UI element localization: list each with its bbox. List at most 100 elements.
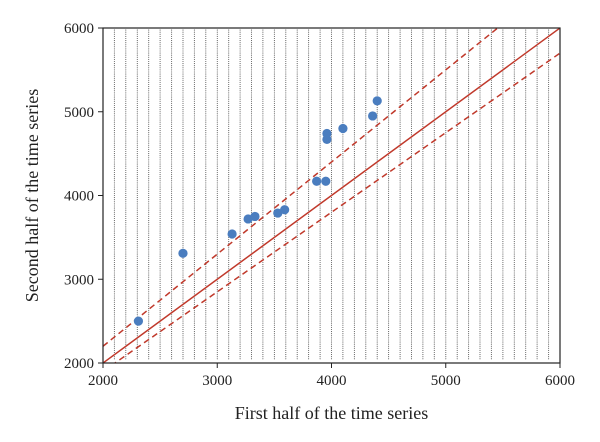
grid-dot	[456, 236, 458, 238]
grid-dot	[456, 291, 458, 293]
grid-dot	[125, 134, 127, 136]
grid-dot	[399, 81, 401, 83]
grid-dot	[228, 303, 230, 305]
grid-dot	[319, 331, 321, 333]
grid-dot	[376, 305, 378, 308]
grid-dot	[330, 207, 333, 209]
grid-dot	[456, 35, 458, 37]
grid-dot	[159, 44, 161, 46]
grid-dot	[388, 123, 390, 125]
grid-dot	[376, 201, 378, 203]
grid-dot	[193, 293, 195, 295]
grid-dot	[182, 96, 184, 98]
grid-dot	[456, 44, 458, 46]
grid-dot	[445, 333, 447, 335]
grid-dot	[250, 163, 253, 165]
grid-dot	[388, 351, 390, 354]
grid-dot	[468, 314, 470, 316]
grid-dot	[353, 127, 355, 130]
grid-dot	[228, 310, 230, 312]
grid-dot	[193, 71, 195, 73]
grid-dot	[399, 90, 401, 92]
grid-dot	[239, 150, 241, 153]
grid-dot	[342, 86, 344, 88]
grid-dot	[193, 159, 195, 161]
grid-dot	[250, 282, 253, 284]
grid-dot	[296, 63, 298, 65]
grid-dot	[171, 140, 173, 142]
grid-dot	[433, 88, 435, 90]
grid-dot	[388, 270, 390, 272]
grid-dot	[342, 268, 344, 270]
grid-dot	[250, 148, 253, 150]
grid-dot	[171, 161, 173, 163]
grid-dot	[456, 301, 458, 303]
grid-dot	[239, 247, 241, 249]
grid-dot	[376, 266, 378, 268]
grid-dot	[159, 31, 161, 33]
grid-dot	[308, 167, 310, 169]
grid-dot	[410, 73, 413, 75]
grid-dot	[296, 115, 298, 117]
grid-dot	[159, 249, 161, 251]
grid-dot	[216, 297, 218, 299]
grid-dot	[205, 86, 207, 88]
grid-dot	[125, 280, 127, 282]
grid-dot	[171, 261, 173, 264]
grid-dot	[216, 247, 218, 249]
grid-dot	[456, 121, 458, 123]
grid-dot	[433, 150, 435, 153]
grid-dot	[136, 67, 138, 69]
grid-dot	[148, 44, 150, 46]
grid-dot	[262, 234, 264, 236]
grid-dot	[388, 148, 390, 150]
grid-dot	[353, 358, 355, 360]
grid-dot	[136, 83, 138, 86]
grid-dot	[136, 351, 138, 354]
grid-dot	[228, 37, 230, 40]
grid-dot	[376, 278, 378, 280]
grid-dot	[228, 115, 230, 117]
grid-dot	[216, 291, 218, 293]
grid-dot	[410, 234, 413, 236]
grid-dot	[399, 322, 401, 324]
grid-dot	[159, 136, 161, 138]
grid-dot	[216, 180, 218, 182]
grid-dot	[422, 58, 424, 60]
grid-dot	[376, 31, 378, 33]
grid-dot	[365, 83, 367, 86]
grid-dot	[216, 94, 218, 96]
grid-dot	[136, 104, 138, 107]
grid-dot	[308, 316, 310, 318]
grid-dot	[319, 75, 321, 77]
grid-dot	[136, 293, 138, 295]
grid-dot	[353, 121, 355, 123]
grid-dot	[136, 100, 138, 102]
grid-dot	[159, 56, 161, 58]
grid-dot	[250, 343, 253, 345]
grid-dot	[193, 326, 195, 328]
grid-dot	[216, 71, 218, 73]
grid-dot	[456, 113, 458, 115]
grid-dot	[216, 264, 218, 266]
grid-dot	[433, 232, 435, 234]
grid-dot	[182, 171, 184, 174]
grid-dot	[410, 176, 413, 178]
grid-dot	[250, 83, 253, 86]
grid-dot	[342, 347, 344, 349]
grid-dot	[422, 54, 424, 56]
grid-dot	[285, 343, 287, 345]
grid-dot	[433, 351, 435, 354]
grid-dot	[330, 88, 333, 90]
grid-dot	[125, 305, 127, 308]
grid-dot	[171, 297, 173, 299]
grid-dot	[239, 171, 241, 174]
grid-dot	[285, 42, 287, 44]
grid-dot	[456, 130, 458, 132]
grid-dot	[308, 320, 310, 322]
grid-dot	[433, 259, 435, 261]
grid-dot	[285, 33, 287, 35]
grid-dot	[273, 111, 275, 113]
grid-dot	[399, 136, 401, 138]
grid-dot	[193, 77, 195, 79]
